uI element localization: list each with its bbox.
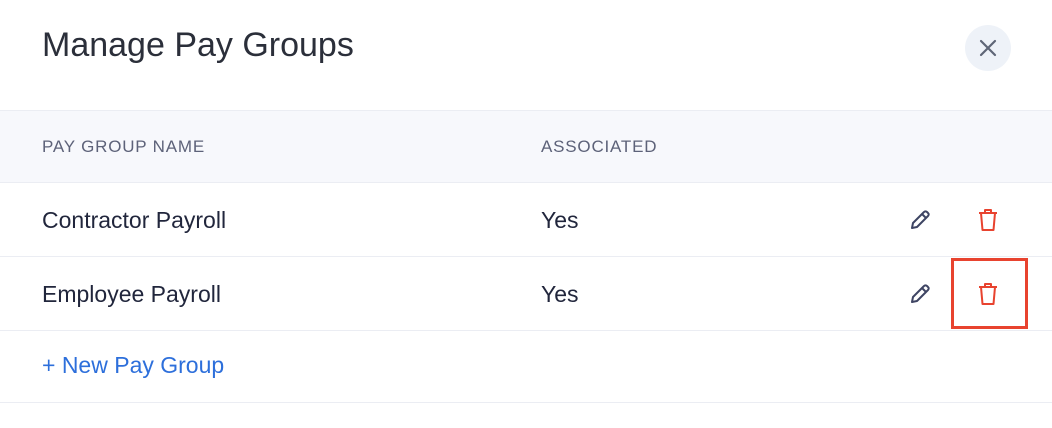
pay-group-name: Employee Payroll bbox=[42, 281, 221, 307]
trash-icon bbox=[979, 209, 997, 231]
dialog-title: Manage Pay Groups bbox=[42, 26, 354, 64]
pay-group-name: Contractor Payroll bbox=[42, 207, 227, 233]
associated-value: Yes bbox=[541, 207, 579, 233]
close-button[interactable] bbox=[965, 25, 1011, 71]
column-header-associated: ASSOCIATED bbox=[541, 137, 658, 156]
pencil-icon bbox=[911, 284, 930, 303]
new-pay-group-button[interactable]: + New Pay Group bbox=[42, 352, 225, 378]
table-row: Contractor Payroll Yes bbox=[0, 183, 1052, 257]
associated-value: Yes bbox=[541, 281, 579, 307]
table-header: PAY GROUP NAME ASSOCIATED bbox=[0, 110, 1052, 183]
column-header-name: PAY GROUP NAME bbox=[42, 137, 205, 156]
edit-button[interactable] bbox=[905, 279, 935, 309]
delete-button[interactable] bbox=[973, 279, 1003, 309]
edit-button[interactable] bbox=[905, 205, 935, 235]
delete-button[interactable] bbox=[973, 205, 1003, 235]
table-row: Employee Payroll Yes bbox=[0, 257, 1052, 331]
new-pay-group-row bbox=[0, 330, 1052, 403]
close-icon bbox=[979, 39, 997, 57]
trash-icon bbox=[979, 283, 997, 305]
highlight-box bbox=[951, 258, 1028, 329]
pencil-icon bbox=[911, 210, 930, 229]
